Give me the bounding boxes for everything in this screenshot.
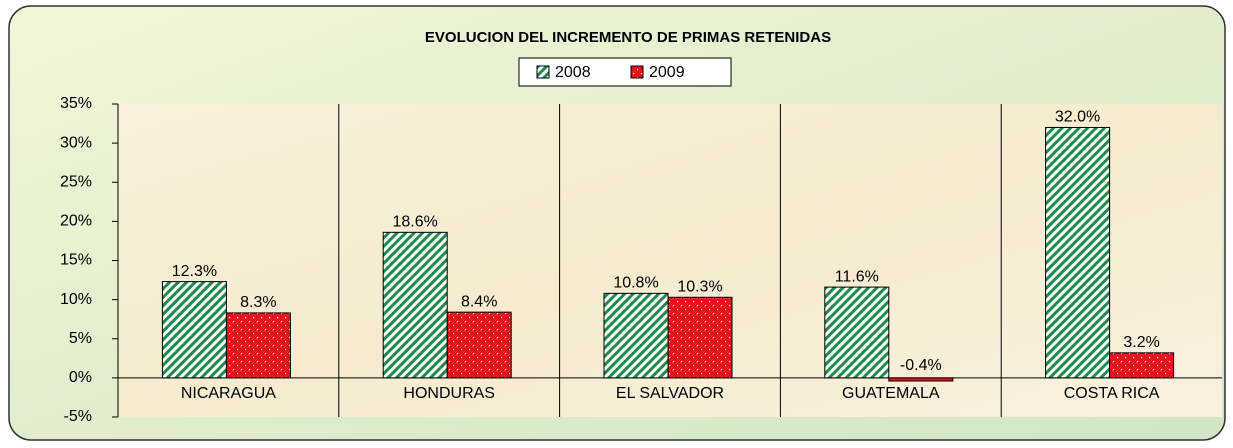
bar bbox=[603, 292, 669, 379]
y-tick-label: 0% bbox=[69, 369, 92, 386]
bar bbox=[1109, 352, 1175, 379]
y-tick-label: 25% bbox=[60, 173, 92, 190]
legend-label: 2009 bbox=[649, 64, 685, 81]
data-label: 11.6% bbox=[835, 268, 879, 285]
x-tick-label: HONDURAS bbox=[403, 385, 495, 402]
bar bbox=[225, 312, 291, 379]
y-tick-label: 35% bbox=[60, 95, 92, 112]
legend-swatch bbox=[536, 65, 550, 79]
x-tick-label: GUATEMALA bbox=[842, 385, 940, 402]
bar bbox=[446, 311, 512, 379]
data-label: 10.8% bbox=[613, 275, 658, 292]
bar bbox=[888, 377, 954, 382]
data-label: 32.0% bbox=[1055, 109, 1100, 126]
legend-swatch bbox=[630, 65, 644, 79]
bar bbox=[667, 296, 733, 379]
y-tick-label: 20% bbox=[60, 213, 92, 230]
bar bbox=[161, 281, 227, 379]
data-label: 8.3% bbox=[240, 294, 276, 311]
bar bbox=[1045, 126, 1111, 379]
data-label: 10.3% bbox=[677, 278, 722, 295]
bar bbox=[824, 286, 890, 379]
legend-box bbox=[518, 57, 732, 87]
y-tick-label: 5% bbox=[69, 330, 92, 347]
data-label: 8.4% bbox=[461, 293, 497, 310]
chart-title: EVOLUCION DEL INCREMENTO DE PRIMAS RETEN… bbox=[425, 29, 831, 46]
data-label: 18.6% bbox=[393, 214, 438, 231]
data-label: 3.2% bbox=[1123, 334, 1159, 351]
data-label: 12.3% bbox=[172, 263, 217, 280]
x-tick-label: COSTA RICA bbox=[1064, 385, 1160, 402]
y-tick-label: -5% bbox=[64, 408, 92, 425]
x-tick-label: EL SALVADOR bbox=[616, 385, 724, 402]
y-tick-label: 30% bbox=[60, 134, 92, 151]
x-tick-label: NICARAGUA bbox=[181, 385, 276, 402]
y-tick-label: 10% bbox=[60, 291, 92, 308]
legend-label: 2008 bbox=[555, 64, 591, 81]
bar bbox=[382, 231, 448, 379]
y-tick-label: 15% bbox=[60, 252, 92, 269]
data-label: -0.4% bbox=[900, 357, 942, 374]
